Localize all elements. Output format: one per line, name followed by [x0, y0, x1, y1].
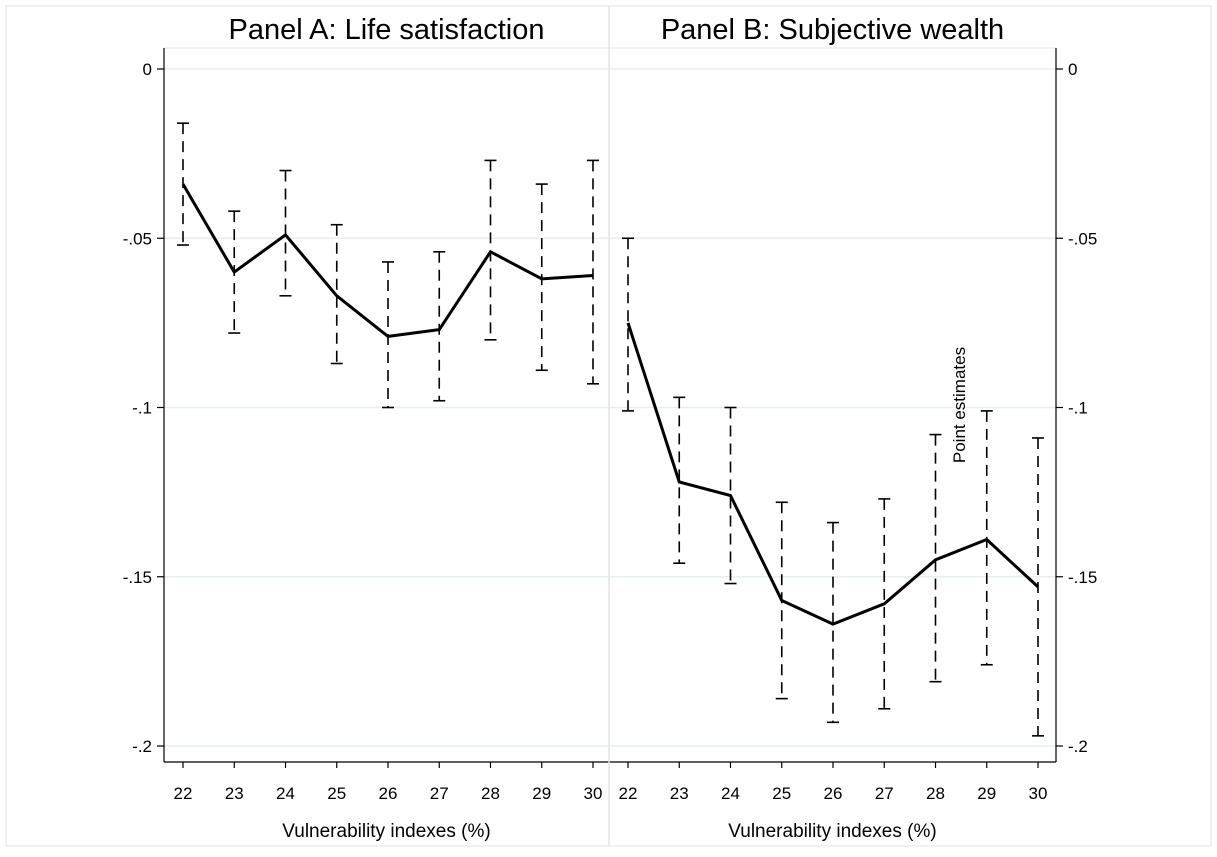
x-tick-label: 30 — [1029, 784, 1048, 803]
x-tick-label: 28 — [481, 784, 500, 803]
y-tick-label: -.2 — [132, 737, 152, 756]
frame — [5, 5, 1212, 847]
x-tick-label: 29 — [977, 784, 996, 803]
panel-title: Panel B: Subjective wealth — [661, 14, 1004, 46]
x-tick-label: 30 — [584, 784, 603, 803]
x-tick-label: 22 — [174, 784, 193, 803]
marks — [177, 122, 1044, 737]
y-tick-label: -.05 — [123, 229, 152, 248]
y-tick-label: -.1 — [132, 399, 152, 418]
x-tick-label: 26 — [824, 784, 843, 803]
point-estimates-annotation: Point estimates — [950, 347, 969, 463]
labels: 22 23 24 25 26 27 28 29 30 0 -.05 -.1 -.15 -.2 Panel A… — [123, 14, 1098, 842]
y-tick-label: -.15 — [123, 568, 152, 587]
x-tick-label: 27 — [430, 784, 449, 803]
x-tick-label: 24 — [721, 784, 740, 803]
y-tick-label: -.1 — [1068, 399, 1088, 418]
x-tick-label: 23 — [225, 784, 244, 803]
x-tick-label: 25 — [772, 784, 791, 803]
x-tick-label: 28 — [926, 784, 945, 803]
x-tick-label: 24 — [276, 784, 295, 803]
y-tick-label: -.05 — [1068, 229, 1097, 248]
y-tick-label: 0 — [1068, 60, 1077, 79]
y-tick-label: 0 — [143, 60, 152, 79]
y-tick-label: -.15 — [1068, 568, 1097, 587]
point-estimate-line — [181, 183, 594, 338]
x-tick-label: 27 — [875, 784, 894, 803]
x-tick-label: 23 — [670, 784, 689, 803]
y-tick-label: -.2 — [1068, 737, 1088, 756]
panel-title: Panel A: Life satisfaction — [229, 14, 545, 46]
x-tick-label: 22 — [619, 784, 638, 803]
x-axis-title: Vulnerability indexes (%) — [728, 821, 936, 842]
x-tick-label: 25 — [327, 784, 346, 803]
point-estimate-line — [626, 322, 1040, 626]
x-tick-label: 26 — [379, 784, 398, 803]
x-axis-title: Vulnerability indexes (%) — [282, 821, 490, 842]
x-tick-label: 29 — [532, 784, 551, 803]
